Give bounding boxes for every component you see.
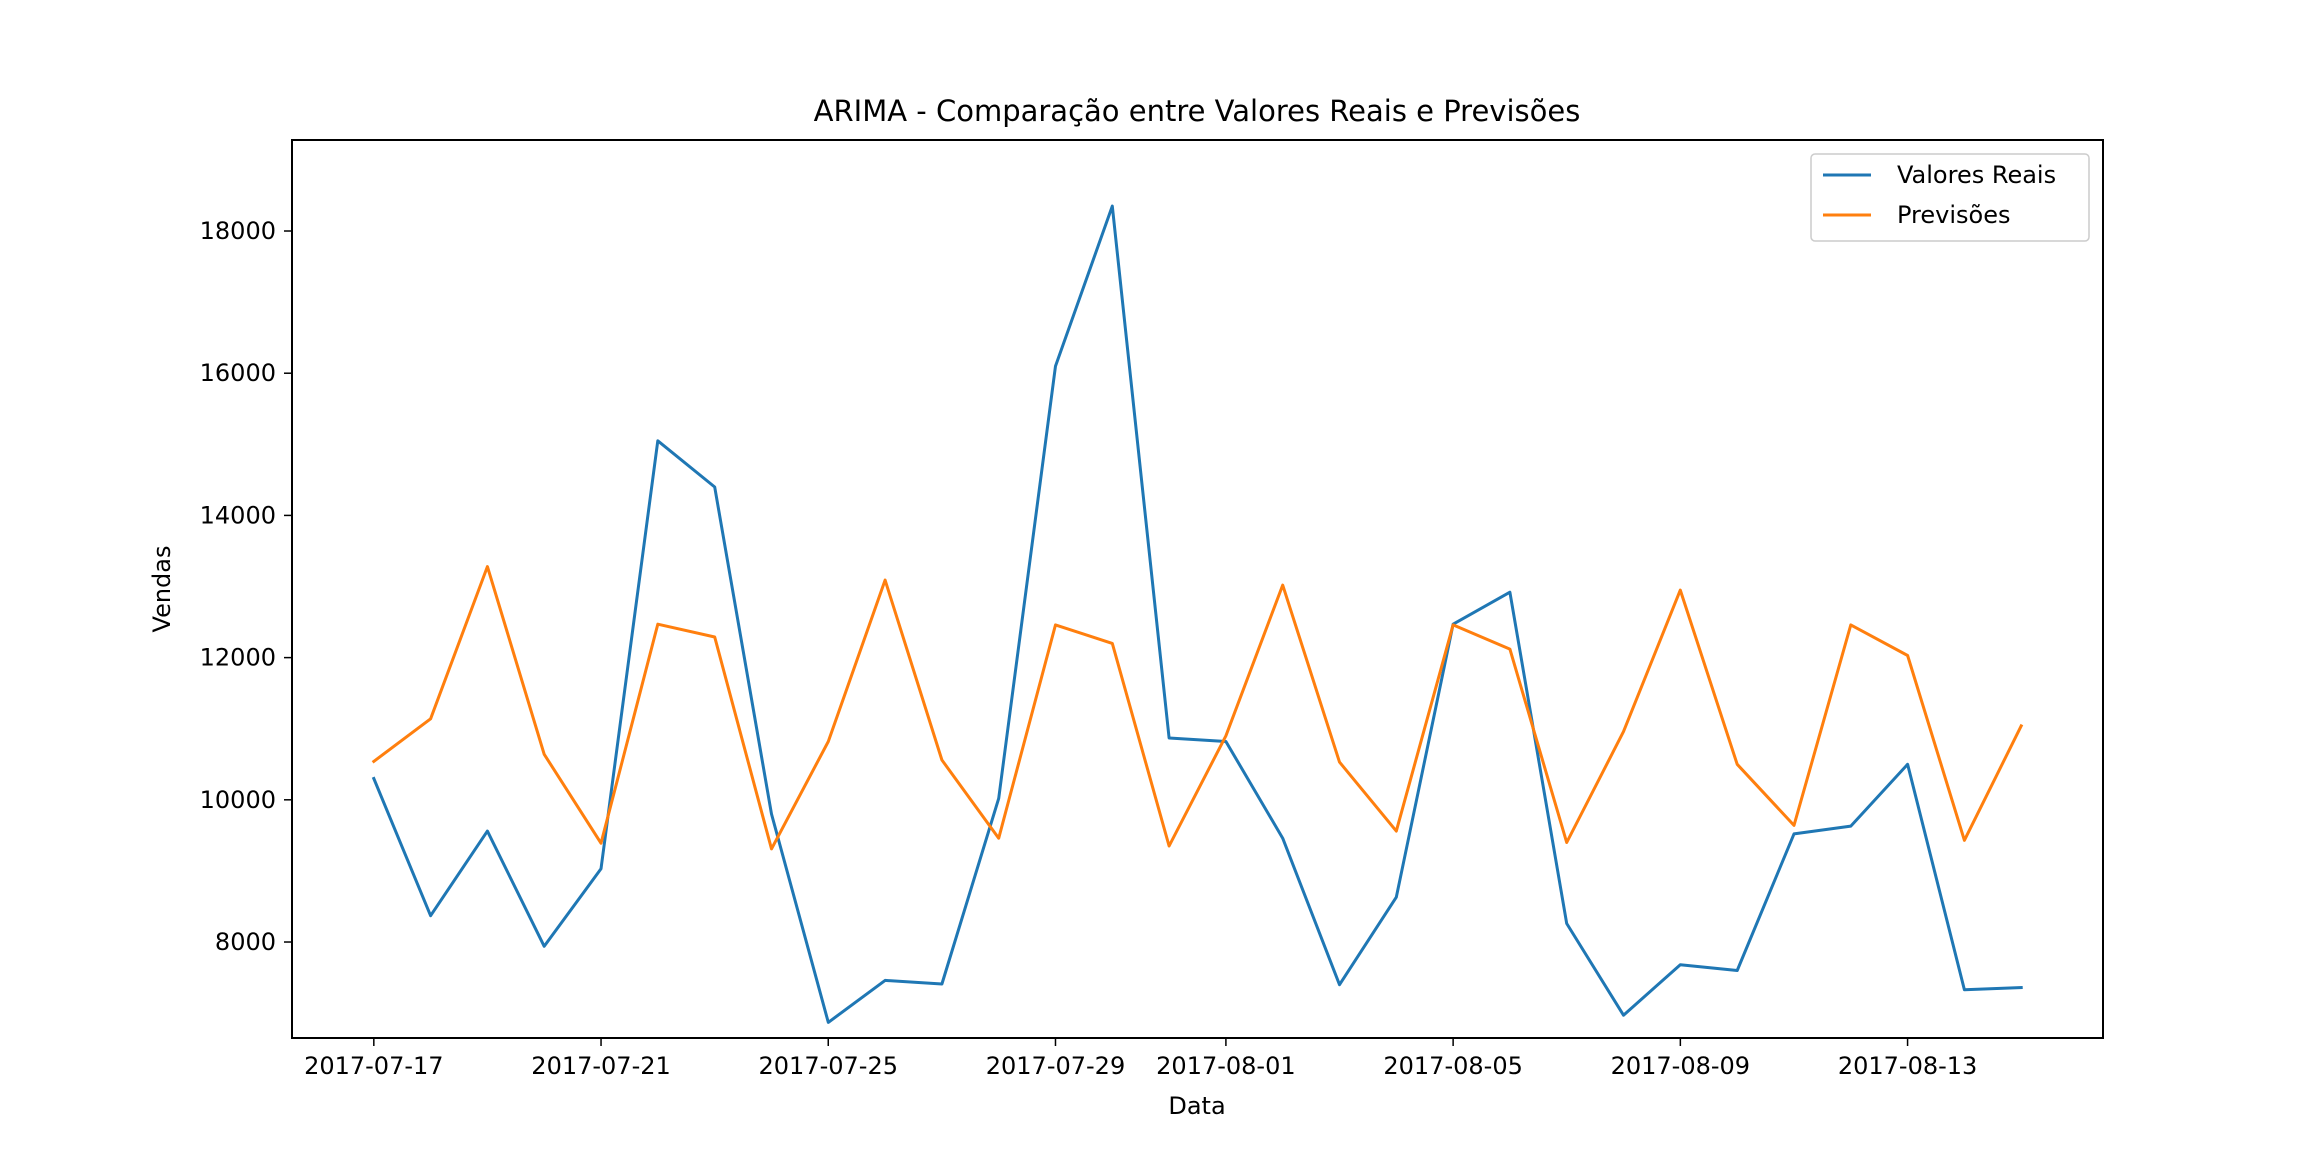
series-line-0 [371, 204, 2023, 1024]
x-tick-label: 2017-07-21 [531, 1052, 670, 1080]
series-lines [371, 204, 2024, 1024]
y-tick-label: 14000 [200, 501, 276, 529]
x-tick-label: 2017-08-13 [1838, 1052, 1977, 1080]
x-tick-label: 2017-07-25 [759, 1052, 898, 1080]
legend-label-valores-reais: Valores Reais [1897, 161, 2056, 189]
legend: Valores Reais Previsões [1810, 153, 2090, 242]
y-tick-label: 18000 [200, 217, 276, 245]
x-tick-label: 2017-08-09 [1611, 1052, 1750, 1080]
x-tick-label: 2017-07-17 [304, 1052, 443, 1080]
y-axis: 8000 10000 12000 14000 16000 18000 [200, 217, 292, 956]
y-axis-label: Vendas [148, 546, 176, 633]
y-tick-label: 8000 [215, 928, 276, 956]
plot-frame [291, 139, 2104, 1039]
y-tick-label: 12000 [200, 644, 276, 672]
legend-label-previsoes: Previsões [1897, 201, 2010, 229]
x-tick-label: 2017-08-05 [1383, 1052, 1522, 1080]
series-line-1 [371, 565, 2024, 851]
y-tick-label: 16000 [200, 359, 276, 387]
x-tick-label: 2017-08-01 [1156, 1052, 1295, 1080]
legend-box [1810, 153, 2090, 242]
x-tick-label: 2017-07-29 [986, 1052, 1125, 1080]
y-tick-label: 10000 [200, 786, 276, 814]
chart-title: ARIMA - Comparação entre Valores Reais e… [814, 94, 1581, 128]
x-axis-label: Data [1168, 1092, 1225, 1120]
x-axis: 2017-07-17 2017-07-21 2017-07-25 2017-07-29… [304, 1038, 1977, 1080]
